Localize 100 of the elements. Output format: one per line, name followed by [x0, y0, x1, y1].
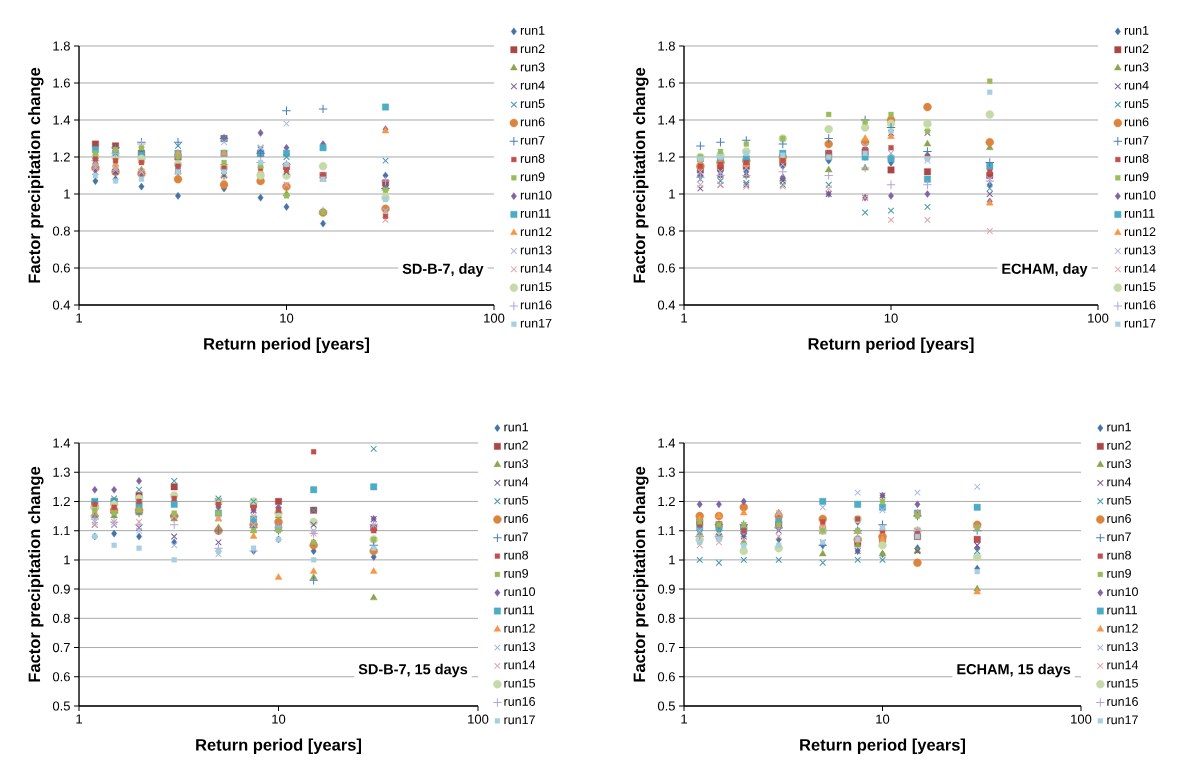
y-tick-label: 1.6	[53, 78, 70, 88]
y-tick-label: 0.9	[52, 584, 70, 594]
legend-label: run2	[504, 440, 528, 450]
y-tick-label: 1.4	[658, 115, 676, 125]
y-tick-label: 0.6	[52, 672, 70, 682]
legend-label: run7	[1107, 532, 1131, 542]
legend-label: run17	[1124, 318, 1156, 328]
legend-label: run13	[520, 245, 552, 255]
y-tick-label: 0.6	[657, 672, 675, 682]
legend-label: run5	[504, 495, 529, 505]
legend-label: run4	[1124, 80, 1149, 90]
x-axis-title: Return period [years]	[196, 738, 361, 754]
legend-label: run2	[520, 44, 545, 54]
y-tick-label: 0.6	[657, 263, 675, 273]
y-axis-title: Factor precipitation change	[633, 466, 649, 682]
legend-label: run7	[1124, 135, 1149, 145]
y-axis-title: Factor precipitation change	[633, 67, 649, 283]
x-tick-label: 100	[468, 714, 489, 724]
x-tick-label: 1	[681, 313, 687, 323]
legend-label: run17	[1107, 715, 1138, 725]
legend-label: run5	[1124, 99, 1149, 109]
y-tick-label: 0.7	[657, 642, 675, 653]
annotation: SD-B-7, day	[402, 263, 484, 277]
legend-label: run3	[1124, 62, 1149, 72]
legend-label: run12	[1124, 227, 1156, 237]
x-tick-label: 100	[1088, 313, 1109, 323]
y-tick-label: 1.6	[658, 78, 675, 88]
legend-label: run15	[1107, 678, 1138, 688]
y-tick-label: 0.5	[657, 701, 675, 711]
x-axis-title: Return period [years]	[800, 738, 965, 754]
legend-label: run1	[520, 26, 545, 35]
y-axis-title: Factor precipitation change	[28, 67, 44, 283]
annotation: ECHAM, day	[1002, 263, 1088, 277]
y-tick-label: 1.4	[53, 438, 71, 448]
y-tick-label: 0.8	[657, 226, 675, 236]
annotation: ECHAM, 15 days	[957, 663, 1071, 678]
y-tick-label: 0.8	[52, 613, 70, 623]
legend-label: run17	[504, 715, 535, 725]
x-tick-label: 100	[1071, 714, 1092, 724]
legend-label: run2	[1107, 440, 1131, 450]
y-tick-label: 1	[64, 189, 70, 199]
legend-label: run11	[1124, 209, 1155, 218]
y-tick-label: 1.4	[658, 438, 676, 448]
legend-label: run3	[520, 62, 545, 72]
legend-label: run10	[1107, 587, 1138, 597]
legend-label: run17	[520, 318, 552, 328]
legend-label: run14	[1124, 263, 1156, 273]
y-tick-label: 1.4	[53, 115, 71, 125]
legend-label: run8	[1107, 550, 1131, 560]
legend-label: run4	[504, 477, 529, 487]
y-tick-label: 1	[669, 189, 675, 199]
legend-label: run16	[1107, 697, 1138, 706]
legend-label: run9	[504, 568, 529, 578]
legend-label: run3	[1107, 459, 1131, 469]
y-tick-label: 0.9	[657, 584, 675, 594]
legend-label: run9	[1124, 172, 1149, 182]
legend-label: run6	[504, 514, 529, 523]
legend-label: run4	[1107, 477, 1132, 487]
legend-label: run8	[1124, 154, 1149, 163]
legend-label: run11	[504, 605, 534, 615]
y-tick-label: 1.1	[53, 526, 70, 536]
y-tick-label: 0.8	[52, 226, 70, 236]
legend-label: run11	[1107, 605, 1137, 615]
legend-label: run6	[1107, 514, 1131, 523]
x-tick-label: 1	[76, 313, 82, 323]
legend-label: run6	[1124, 117, 1149, 127]
legend-label: run14	[520, 263, 552, 273]
legend-label: run1	[1107, 422, 1131, 432]
y-tick-label: 0.8	[657, 613, 675, 623]
legend-label: run8	[520, 154, 545, 163]
y-tick-label: 0.5	[52, 701, 70, 711]
y-tick-label: 1.8	[53, 41, 70, 51]
y-tick-label: 0.4	[52, 300, 71, 310]
legend-label: run9	[520, 172, 545, 182]
x-axis-title: Return period [years]	[204, 337, 369, 353]
legend-label: run12	[520, 227, 552, 237]
legend-label: run10	[520, 190, 552, 200]
legend-label: run7	[520, 135, 545, 145]
y-tick-label: 1	[669, 555, 675, 565]
legend-label: run14	[504, 660, 536, 670]
y-tick-label: 1.1	[658, 526, 675, 536]
x-tick-label: 100	[484, 313, 505, 323]
x-tick-label: 10	[876, 714, 890, 724]
legend-label: run15	[504, 678, 536, 688]
legend-label: run10	[504, 587, 536, 597]
y-tick-label: 1.3	[658, 467, 675, 477]
legend-label: run15	[1124, 282, 1156, 292]
y-tick-label: 1.8	[658, 41, 675, 51]
y-tick-label: 0.7	[52, 642, 70, 653]
legend-label: run7	[504, 532, 528, 542]
legend-label: run1	[504, 422, 528, 432]
annotation: SD-B-7, 15 days	[358, 663, 468, 678]
x-tick-label: 10	[884, 313, 898, 323]
x-tick-label: 1	[681, 714, 687, 724]
legend-label: run12	[504, 623, 535, 633]
y-tick-label: 1.2	[53, 152, 70, 162]
legend-label: run11	[520, 209, 551, 218]
legend-label: run5	[520, 99, 545, 109]
x-tick-label: 1	[76, 714, 82, 724]
legend-label: run2	[1124, 44, 1149, 54]
